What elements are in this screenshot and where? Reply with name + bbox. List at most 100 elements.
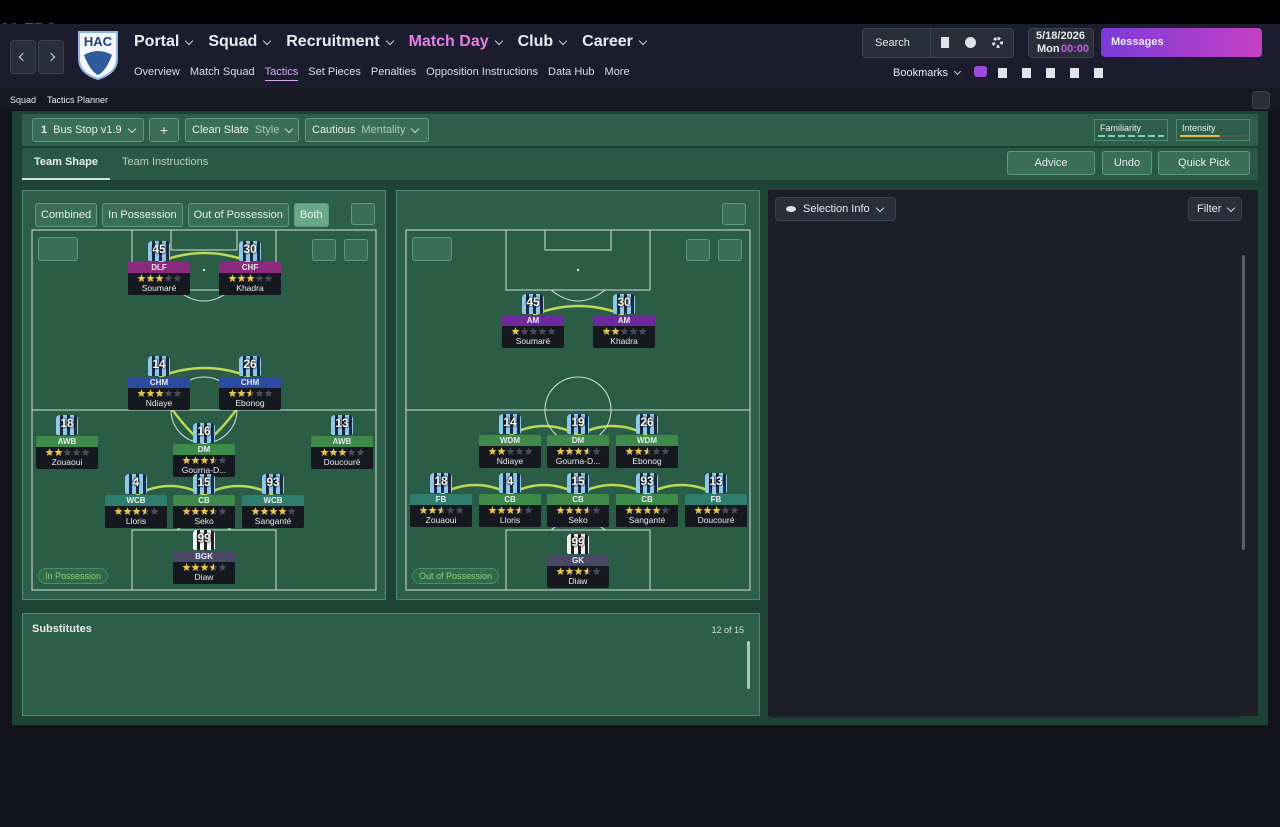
- close-button[interactable]: [1252, 91, 1270, 109]
- add-tactic[interactable]: +: [149, 118, 179, 142]
- stars-fill: [45, 448, 63, 457]
- nav-item[interactable]: Squad: [208, 33, 272, 51]
- nav-item[interactable]: Club: [518, 33, 568, 51]
- role: WCB: [105, 495, 167, 506]
- subnav-item[interactable]: Opposition Instructions: [426, 66, 539, 78]
- subnav-item[interactable]: Set Pieces: [308, 66, 361, 78]
- shirt: [499, 414, 521, 434]
- action-button[interactable]: Undo: [1102, 151, 1152, 175]
- subnav-item[interactable]: Overview: [134, 66, 180, 78]
- divider: [930, 29, 931, 57]
- subnav-item[interactable]: Tactics: [264, 66, 299, 81]
- shirt-number: 18: [434, 474, 448, 488]
- stars-fill: [556, 567, 588, 576]
- shirt: [239, 241, 261, 261]
- settings-icon[interactable]: [992, 37, 1003, 48]
- shirt-number: 18: [60, 416, 74, 430]
- star: [556, 506, 565, 514]
- star-row: [182, 507, 214, 515]
- pitch-settings[interactable]: [722, 203, 746, 225]
- star: [182, 507, 191, 515]
- role: DLF: [128, 262, 190, 273]
- player-name: Ebonog: [632, 456, 662, 466]
- role: DM: [173, 444, 235, 455]
- back-button[interactable]: [10, 40, 36, 74]
- familiarity[interactable]: Familiarity: [1094, 119, 1168, 141]
- nav-label: Match Day: [408, 33, 489, 50]
- nav-item[interactable]: Career: [582, 33, 648, 51]
- star: [455, 506, 464, 514]
- globe-icon[interactable]: [965, 37, 976, 48]
- forward-button[interactable]: [38, 40, 64, 74]
- nav-item[interactable]: Match Day: [408, 33, 503, 51]
- stars: [625, 506, 670, 515]
- action-button[interactable]: Quick Pick: [1158, 151, 1250, 175]
- view-dropdown[interactable]: [412, 237, 452, 261]
- star: [347, 448, 356, 456]
- tab[interactable]: Team Instructions: [122, 156, 209, 168]
- subnav-item[interactable]: More: [604, 66, 630, 78]
- shirt: [636, 414, 658, 434]
- star-row: [488, 506, 520, 514]
- eye-icon: [786, 206, 796, 212]
- star-row: [556, 447, 588, 455]
- breadcrumb-item[interactable]: Squad: [10, 95, 37, 105]
- phase-button[interactable]: In Possession: [102, 203, 183, 227]
- intensity[interactable]: Intensity: [1176, 119, 1250, 141]
- messages-button[interactable]: Messages: [1101, 28, 1262, 57]
- stars: [182, 507, 227, 516]
- search-group: [862, 28, 1014, 58]
- star: [132, 507, 141, 515]
- subnav-item[interactable]: Data Hub: [548, 66, 595, 78]
- star: [611, 327, 620, 335]
- badge-icon[interactable]: [974, 66, 987, 77]
- crest-text: HAC: [83, 34, 113, 49]
- subnav-item[interactable]: Penalties: [370, 66, 417, 78]
- star-row: [228, 389, 251, 397]
- mentality-value: Cautious: [312, 124, 356, 136]
- main-nav: Portal Squad Recruitment Match Day Club Caree…: [134, 33, 648, 51]
- stars-fill: [419, 506, 442, 515]
- role: CHF: [219, 262, 281, 273]
- star: [182, 563, 191, 571]
- star: [515, 506, 520, 514]
- star: [72, 448, 81, 456]
- search-button[interactable]: Search: [875, 37, 910, 49]
- bookmarks[interactable]: Bookmarks: [893, 67, 949, 79]
- subnav-item[interactable]: Match Squad: [189, 66, 255, 78]
- star: [620, 327, 629, 335]
- pitch-settings[interactable]: [351, 203, 375, 225]
- star: [218, 456, 227, 464]
- filter-button[interactable]: Filter: [1188, 197, 1242, 221]
- nav-item[interactable]: Portal: [134, 33, 194, 51]
- phase-button[interactable]: Out of Possession: [187, 203, 289, 227]
- stars-fill: [137, 389, 164, 398]
- pitch-tool[interactable]: [312, 239, 336, 261]
- player-name: Khadra: [610, 336, 638, 346]
- phase-label: Out of Possession: [412, 568, 500, 584]
- shirt-number: 26: [640, 415, 654, 429]
- mentality-select[interactable]: Cautious Mentality: [305, 118, 429, 142]
- shirt-number: 45: [526, 295, 540, 309]
- tab[interactable]: Team Shape: [22, 148, 110, 180]
- view-dropdown[interactable]: [38, 237, 78, 261]
- phase-button[interactable]: Both: [293, 203, 329, 227]
- phase-button[interactable]: Combined: [35, 203, 98, 227]
- action-button[interactable]: Advice: [1007, 151, 1095, 175]
- role: AM: [502, 315, 564, 326]
- pitch-tool[interactable]: [686, 239, 710, 261]
- stars: [488, 447, 533, 456]
- bookmark-icon[interactable]: [941, 37, 949, 48]
- style-select[interactable]: Clean Slate Style: [185, 118, 299, 142]
- star: [218, 563, 227, 571]
- pitch-tool[interactable]: [344, 239, 368, 261]
- tactic-select[interactable]: 1 Bus Stop v1.9: [32, 118, 144, 142]
- quick-icons[interactable]: [998, 68, 1108, 78]
- star: [146, 389, 155, 397]
- stars-fill: [556, 506, 588, 515]
- date-box[interactable]: [1028, 28, 1094, 58]
- star: [150, 507, 159, 515]
- pitch-tool[interactable]: [718, 239, 742, 261]
- nav-item[interactable]: Recruitment: [286, 33, 394, 51]
